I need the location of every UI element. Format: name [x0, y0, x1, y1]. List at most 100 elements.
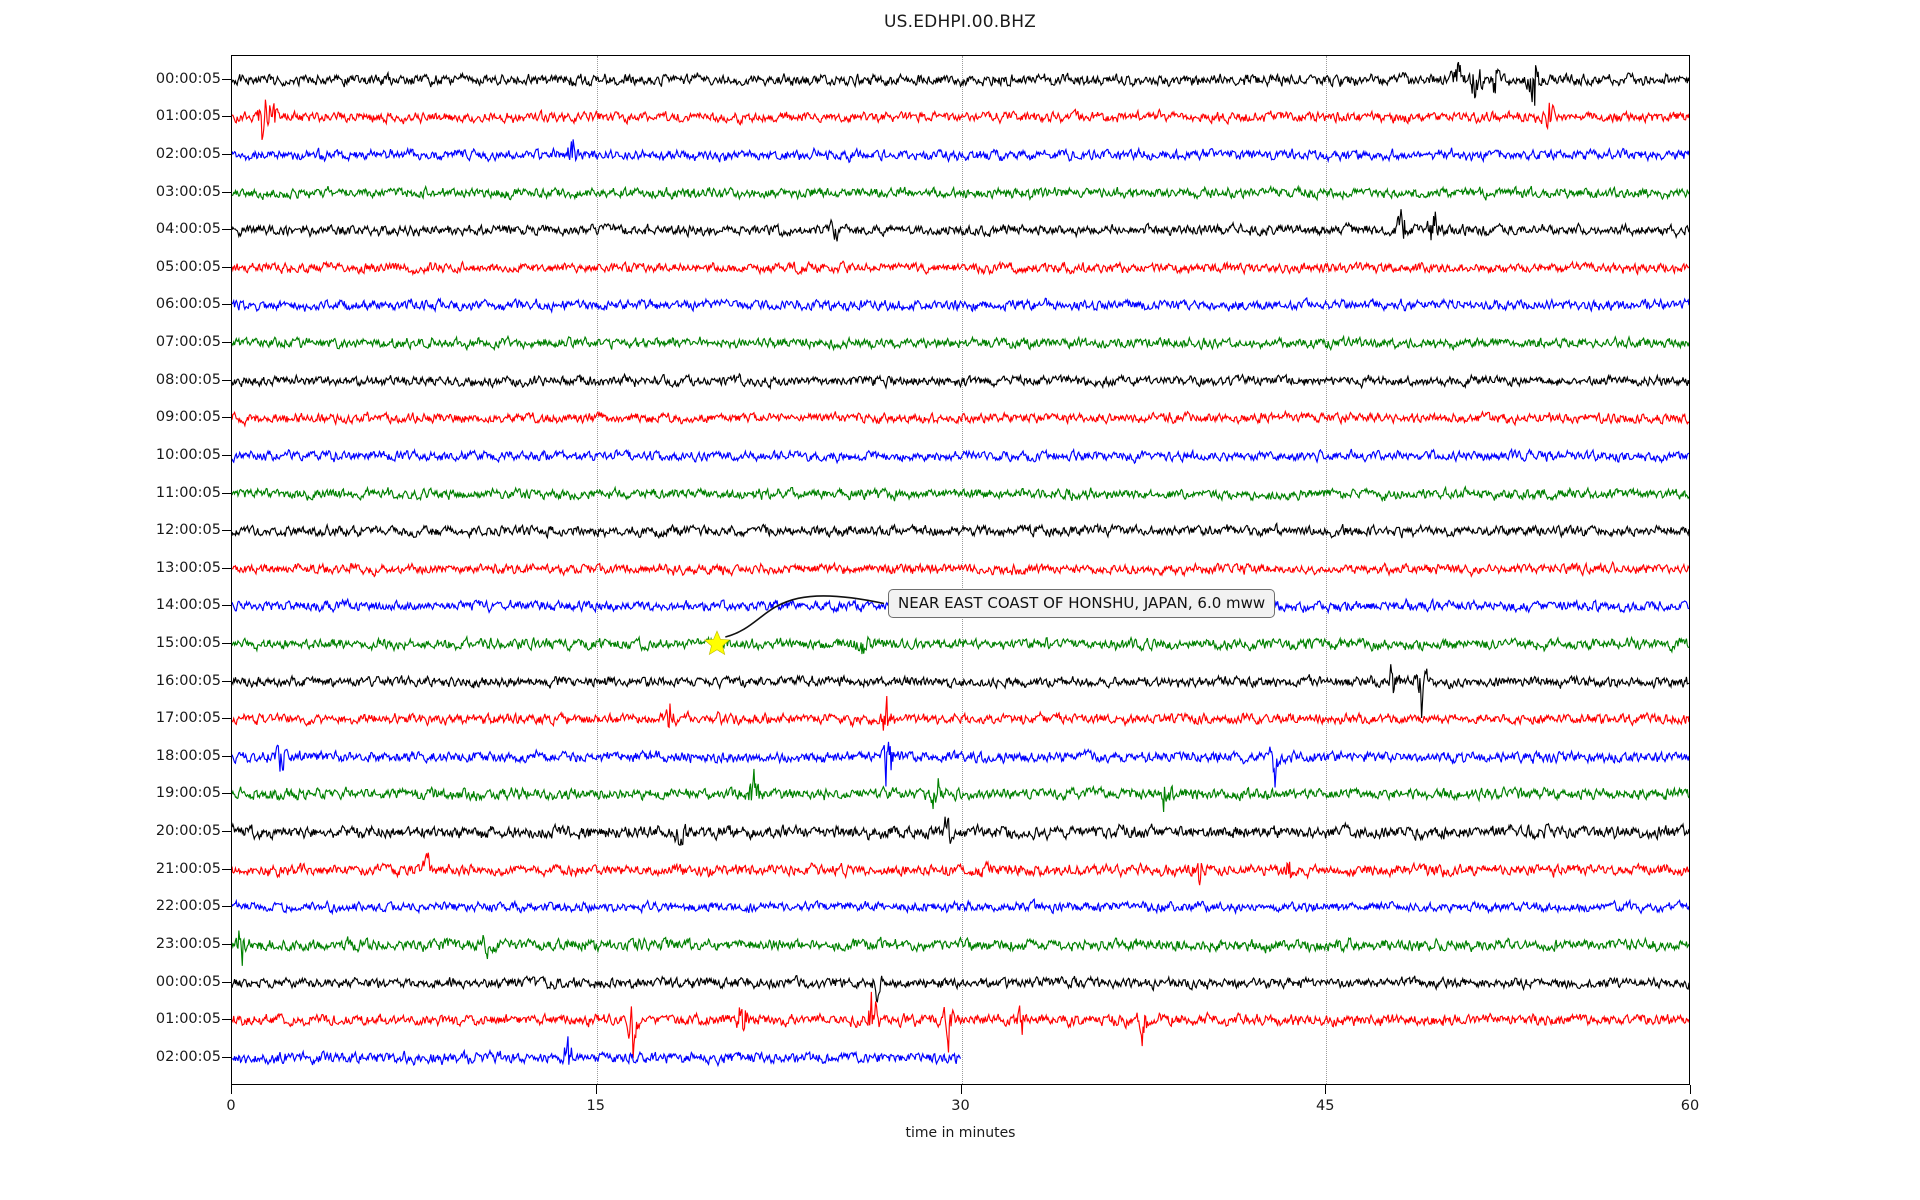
- trace-row: [232, 909, 1689, 981]
- y-tick-label: 01:00:05: [155, 108, 221, 125]
- y-tick-label: 22:00:05: [155, 898, 221, 915]
- trace-line: [232, 664, 1689, 718]
- x-tick-label: 30: [951, 1098, 970, 1114]
- trace-line: [232, 261, 1689, 274]
- y-tick-mark: [222, 1019, 231, 1021]
- trace-row: [232, 871, 1689, 943]
- y-tick-label: 15:00:05: [155, 634, 221, 651]
- trace-line: [232, 336, 1689, 349]
- gridline-vertical: [596, 56, 598, 1084]
- y-tick-mark: [222, 342, 231, 344]
- trace-row: [232, 157, 1689, 229]
- y-tick-mark: [222, 1056, 231, 1058]
- event-annotation-label[interactable]: NEAR EAST COAST OF HONSHU, JAPAN, 6.0 mw…: [888, 589, 1276, 618]
- y-tick-mark: [222, 906, 231, 908]
- y-tick-mark: [222, 454, 231, 456]
- y-tick-label: 20:00:05: [155, 823, 221, 840]
- trace-line: [232, 186, 1689, 200]
- x-tick-mark: [1690, 1085, 1691, 1094]
- y-tick-label: 05:00:05: [155, 258, 221, 275]
- y-tick-mark: [222, 116, 231, 118]
- x-tick-mark: [960, 1085, 962, 1094]
- x-tick-mark: [1325, 1085, 1327, 1094]
- trace-line: [232, 449, 1689, 463]
- y-tick-mark: [222, 755, 231, 757]
- gridline-vertical: [1326, 56, 1328, 1084]
- y-tick-label: 12:00:05: [155, 522, 221, 539]
- y-tick-mark: [222, 304, 231, 306]
- trace-line: [232, 975, 1689, 1001]
- trace-row: [232, 458, 1689, 530]
- y-tick-label: 13:00:05: [155, 559, 221, 576]
- y-tick-mark: [222, 379, 231, 381]
- x-tick-mark: [595, 1085, 597, 1094]
- y-tick-label: 06:00:05: [155, 296, 221, 313]
- trace-row: [232, 984, 1689, 1056]
- trace-row: [232, 683, 1689, 755]
- trace-row: [232, 947, 1689, 1019]
- y-tick-mark: [222, 191, 231, 193]
- trace-line: [232, 696, 1689, 731]
- y-tick-mark: [222, 680, 231, 682]
- y-tick-label: 19:00:05: [155, 785, 221, 802]
- trace-line: [232, 298, 1689, 312]
- trace-line: [232, 742, 1689, 788]
- y-tick-label: 02:00:05: [155, 145, 221, 162]
- trace-line: [232, 62, 1689, 106]
- trace-line: [232, 139, 1689, 162]
- x-tick-label: 60: [1680, 1098, 1700, 1114]
- y-tick-label: 07:00:05: [155, 334, 221, 351]
- y-tick-mark: [222, 605, 231, 607]
- trace-row: [232, 194, 1689, 266]
- trace-line: [232, 637, 1689, 654]
- y-tick-mark: [222, 78, 231, 80]
- event-star-icon[interactable]: [704, 630, 731, 656]
- y-tick-mark: [222, 567, 231, 569]
- trace-row: [232, 533, 1689, 605]
- y-tick-mark: [222, 417, 231, 419]
- y-tick-label: 00:00:05: [155, 70, 221, 87]
- trace-row: [232, 420, 1689, 492]
- trace-line: [232, 209, 1689, 241]
- y-tick-label: 14:00:05: [155, 597, 221, 614]
- trace-row: [232, 646, 1689, 718]
- y-tick-mark: [222, 943, 231, 945]
- y-tick-mark: [222, 718, 231, 720]
- y-tick-label: 04:00:05: [155, 221, 221, 238]
- trace-row: [232, 307, 1689, 379]
- trace-line: [232, 1036, 961, 1065]
- trace-row: [232, 269, 1689, 341]
- gridline-vertical: [961, 56, 963, 1084]
- trace-row: [232, 81, 1689, 153]
- trace-line: [232, 852, 1689, 884]
- y-tick-label: 21:00:05: [155, 860, 221, 877]
- y-tick-mark: [222, 831, 231, 833]
- y-tick-mark: [222, 642, 231, 644]
- plot-axes: [231, 55, 1690, 1085]
- y-tick-label: 03:00:05: [155, 183, 221, 200]
- trace-line: [232, 562, 1689, 576]
- trace-line: [232, 992, 1689, 1058]
- seismic-traces: [232, 56, 1689, 1084]
- trace-line: [232, 817, 1689, 845]
- y-tick-mark: [222, 530, 231, 532]
- trace-row: [232, 55, 1689, 116]
- trace-row: [232, 721, 1689, 793]
- trace-row: [232, 232, 1689, 304]
- trace-line: [232, 524, 1689, 539]
- y-tick-mark: [222, 229, 231, 231]
- trace-line: [232, 931, 1689, 966]
- y-tick-mark: [222, 981, 231, 983]
- y-tick-label: 16:00:05: [155, 672, 221, 689]
- y-tick-mark: [222, 266, 231, 268]
- trace-line: [232, 100, 1689, 140]
- trace-line: [232, 769, 1689, 812]
- trace-row: [232, 834, 1689, 906]
- y-tick-label: 17:00:05: [155, 710, 221, 727]
- y-tick-mark: [222, 153, 231, 155]
- x-tick-label: 0: [226, 1098, 236, 1114]
- x-tick-label: 45: [1316, 1098, 1335, 1114]
- y-tick-label: 10:00:05: [155, 446, 221, 463]
- y-tick-label: 09:00:05: [155, 409, 221, 426]
